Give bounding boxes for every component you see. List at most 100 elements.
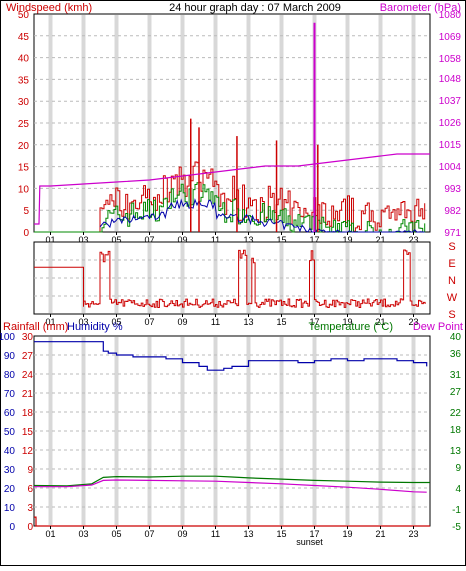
x-tick-label: 13: [243, 317, 253, 327]
right-tick-label: 1004: [439, 162, 462, 173]
temperature-axis-label: Temperature (°C): [309, 321, 393, 333]
x-tick-label: 01: [45, 529, 55, 539]
x-tick-label: 05: [111, 235, 121, 245]
x-tick-label: 15: [276, 235, 286, 245]
x-tick-label: 07: [144, 529, 154, 539]
left-tick-label: 10: [4, 503, 16, 514]
left-tick-label: 18: [22, 408, 34, 419]
x-tick-label: 09: [177, 317, 187, 327]
right-tick-label: 1080: [439, 10, 462, 21]
right-tick-label: 971: [444, 228, 461, 239]
x-tick-label: 09: [177, 235, 187, 245]
right-tick-label: 1048: [439, 74, 462, 85]
x-tick-label: 21: [375, 529, 385, 539]
x-tick-label: 11: [211, 235, 220, 245]
left-tick-label: 15: [22, 427, 34, 438]
x-tick-label: 03: [78, 235, 88, 245]
left-tick-label: 50: [4, 427, 16, 438]
right-tick-label: -1: [452, 505, 461, 516]
left-tick-label: 0: [9, 522, 15, 533]
left-tick-label: 30: [22, 332, 34, 343]
left-tick-label: 20: [18, 141, 30, 152]
windspeed-axis-label: Windspeed (kmh): [6, 2, 92, 14]
right-tick-label: 1069: [439, 32, 462, 43]
direction-label: E: [448, 258, 455, 270]
left-tick-label: 25: [18, 119, 30, 130]
x-tick-label: 15: [276, 529, 286, 539]
temperature-series: [33, 475, 430, 487]
left-tick-label: 30: [18, 97, 30, 108]
x-tick-label: 17: [309, 529, 319, 539]
right-tick-label: 1058: [439, 54, 462, 65]
x-tick-label: 21: [375, 317, 385, 327]
x-tick-label: 11: [211, 529, 220, 539]
x-tick-label: 15: [276, 317, 286, 327]
right-tick-label: 4: [455, 484, 461, 495]
right-tick-label: 22: [450, 408, 462, 419]
left-tick-label: 27: [22, 351, 34, 362]
x-tick-label: 11: [211, 317, 220, 327]
right-tick-label: 40: [450, 332, 462, 343]
left-tick-label: 0: [23, 228, 29, 239]
hour-grid-band: [246, 243, 251, 313]
right-tick-label: 9: [455, 463, 461, 474]
x-tick-label: 09: [177, 529, 187, 539]
left-tick-label: 21: [22, 389, 34, 400]
x-tick-label: 01: [45, 235, 55, 245]
hour-grid-band: [114, 15, 119, 231]
hour-grid-band: [48, 15, 53, 231]
x-tick-label: 23: [408, 529, 418, 539]
left-tick-label: 70: [4, 389, 16, 400]
x-tick-label: 03: [78, 317, 88, 327]
dewpoint-axis-label: Dew Point: [413, 321, 463, 333]
direction-label: S: [448, 309, 455, 321]
left-tick-label: 40: [18, 54, 30, 65]
x-tick-label: 05: [111, 529, 121, 539]
hour-grid-band: [48, 243, 53, 313]
hour-grid-band: [312, 337, 317, 525]
humidity-temp-panel: 01 03 05 07 09 11 13 15 17 19 21 23sunset0369121518…: [0, 332, 461, 547]
left-tick-label: 15: [18, 163, 30, 174]
right-tick-label: -5: [452, 522, 461, 533]
hour-grid-band: [180, 15, 185, 231]
left-tick-label: 45: [18, 32, 30, 43]
right-tick-label: 18: [450, 425, 462, 436]
x-tick-label: 13: [243, 235, 253, 245]
rainfall-series: [34, 516, 430, 527]
direction-label: S: [448, 241, 455, 253]
dewpoint-series: [34, 479, 427, 493]
wind-gust-series: [99, 161, 426, 232]
right-tick-label: 1037: [439, 96, 462, 107]
x-tick-label: 07: [144, 235, 154, 245]
wind-baro-panel: 010305070911131517192123sunset0510152025…: [18, 10, 462, 253]
left-tick-label: 60: [4, 408, 16, 419]
hour-grid-band: [114, 243, 119, 313]
x-tick-label: 13: [243, 529, 253, 539]
right-tick-label: 27: [450, 387, 462, 398]
left-tick-label: 80: [4, 370, 16, 381]
wind-average-series: [99, 198, 425, 233]
hour-grid-band: [378, 337, 383, 525]
x-tick-label: 01: [45, 317, 55, 327]
left-tick-label: 100: [0, 332, 15, 343]
barometer-axis-label: Barometer (hPa): [380, 2, 461, 14]
x-tick-label: 19: [342, 317, 352, 327]
left-tick-label: 30: [4, 465, 16, 476]
left-tick-label: 50: [18, 10, 30, 21]
humidity-series: [34, 341, 428, 371]
left-tick-label: 0: [27, 522, 33, 533]
left-tick-label: 5: [23, 206, 29, 217]
hour-grid-band: [378, 243, 383, 313]
rainfall-axis-label: Rainfall (mm): [3, 321, 68, 333]
left-tick-label: 9: [27, 465, 33, 476]
hour-grid-band: [48, 337, 53, 525]
x-tick-label: 19: [342, 529, 352, 539]
hour-grid-band: [378, 15, 383, 231]
sunset-annotation: sunset: [296, 537, 323, 547]
direction-label: W: [447, 292, 458, 304]
x-tick-label: 23: [408, 317, 418, 327]
right-tick-label: 993: [444, 184, 461, 195]
right-tick-label: 982: [444, 206, 461, 217]
